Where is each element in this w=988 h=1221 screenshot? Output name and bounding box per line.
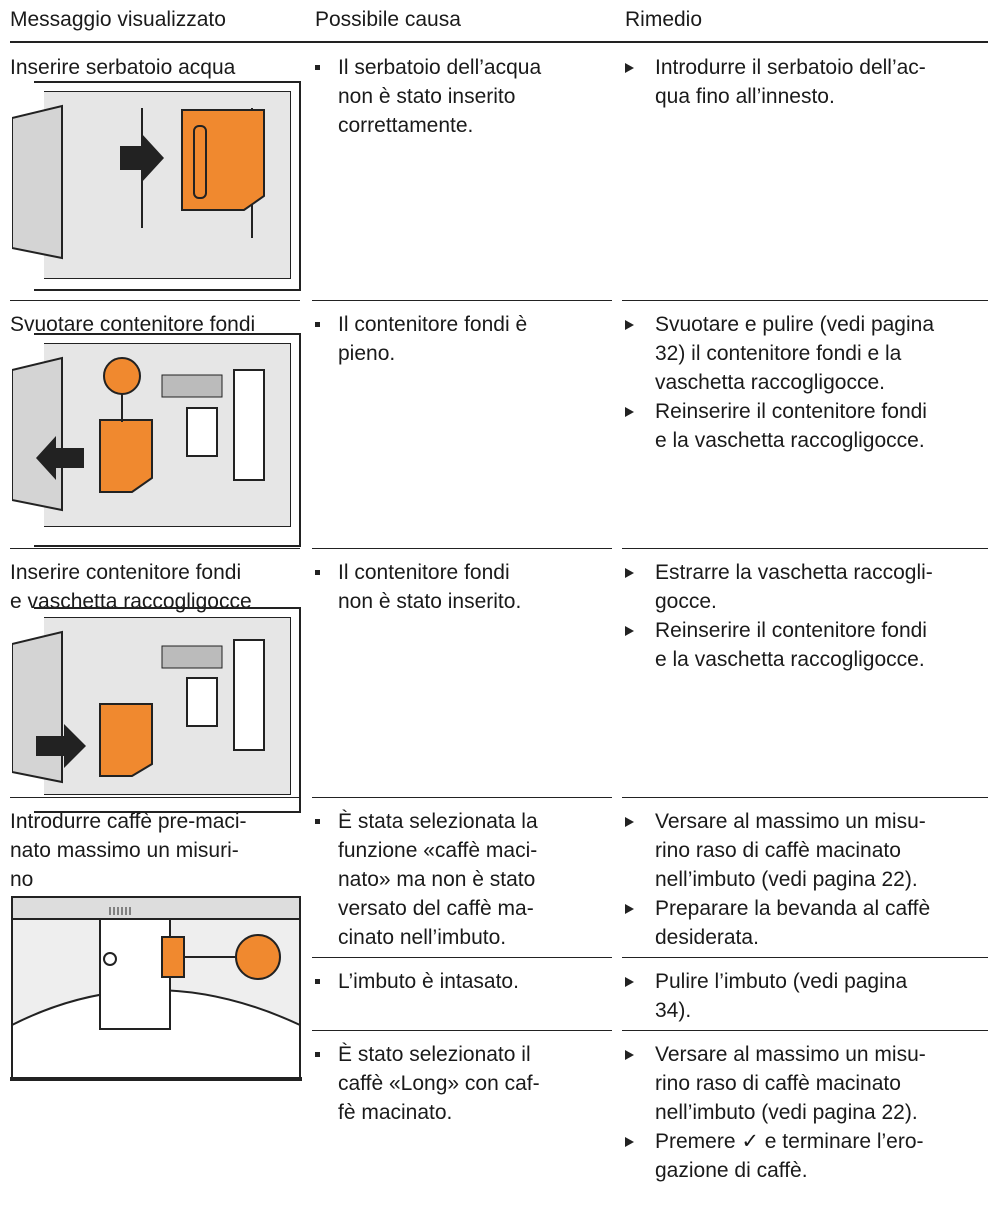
list-line: È stato selezionato il [338, 1043, 531, 1066]
list-line: Preparare la bevanda al caffè [655, 897, 931, 920]
list-line: Pulire l’imbuto (vedi pagina [655, 970, 908, 993]
arrow-bullet [625, 319, 634, 330]
arrow-bullet [625, 62, 634, 73]
illustration-grounds-container [12, 333, 301, 547]
list-line: non è stato inserito [338, 85, 516, 108]
list-line: cinato nell’imbuto. [338, 926, 507, 949]
arrow-bullet [625, 567, 634, 578]
list-line: caffè «Long» con caf- [338, 1072, 540, 1095]
message-line: Svuotare contenitore fondi [10, 313, 256, 336]
subrow-rule [312, 1030, 612, 1031]
list-line: L’imbuto è intasato. [338, 970, 519, 993]
list-line: nell’imbuto (vedi pagina 22). [655, 1101, 918, 1124]
list-line: 34). [655, 999, 692, 1022]
bullet [315, 322, 320, 327]
row-rule [10, 797, 300, 798]
bullet [315, 979, 320, 984]
row-rule [622, 300, 988, 301]
list-line: Estrarre la vaschetta raccogli- [655, 561, 933, 584]
list-line: Versare al massimo un misu- [655, 1043, 926, 1066]
row-rule [10, 300, 300, 301]
arrow-bullet [625, 1136, 634, 1147]
message-line: Inserire contenitore fondi [10, 561, 242, 584]
list-line: Il contenitore fondi [338, 561, 510, 584]
list-line: e la vaschetta raccogligocce. [655, 429, 925, 452]
list-line: non è stato inserito. [338, 590, 522, 613]
row-rule [10, 548, 300, 549]
bullet [315, 570, 320, 575]
list-line: Il serbatoio dell’acqua [338, 56, 542, 79]
row-rule [622, 548, 988, 549]
list-line: nell’imbuto (vedi pagina 22). [655, 868, 918, 891]
list-line: Il contenitore fondi è [338, 313, 528, 336]
list-line: e la vaschetta raccogligocce. [655, 648, 925, 671]
column-header: Possibile causa [315, 8, 461, 31]
list-line: Versare al massimo un misu- [655, 810, 926, 833]
list-line: rino raso di caffè macinato [655, 1072, 901, 1095]
subrow-rule [312, 957, 612, 958]
message-line: Inserire serbatoio acqua [10, 56, 236, 79]
message-line: Introdurre caffè pre-maci- [10, 810, 247, 833]
list-line: Reinserire il contenitore fondi [655, 619, 927, 642]
list-line: Svuotare e pulire (vedi pagina [655, 313, 935, 336]
row-rule [312, 797, 612, 798]
row-rule [622, 797, 988, 798]
message-line: nato massimo un misuri- [10, 839, 239, 862]
illustration-insert-container [12, 607, 301, 813]
subrow-rule [622, 1030, 988, 1031]
illustration-funnel [10, 896, 302, 1081]
subrow-rule [622, 957, 988, 958]
bullet [315, 819, 320, 824]
list-line: È stata selezionata la [338, 810, 538, 833]
list-line: gocce. [655, 590, 717, 613]
row-rule [312, 300, 612, 301]
header-rule [10, 41, 988, 43]
arrow-bullet [625, 903, 634, 914]
arrow-bullet [625, 625, 634, 636]
list-line: desiderata. [655, 926, 759, 949]
list-line: funzione «caffè maci- [338, 839, 538, 862]
list-line: versato del caffè ma- [338, 897, 534, 920]
list-line: Introdurre il serbatoio dell’ac- [655, 56, 926, 79]
arrow-bullet [625, 406, 634, 417]
list-line: gazione di caffè. [655, 1159, 808, 1182]
arrow-bullet [625, 1049, 634, 1060]
list-line: rino raso di caffè macinato [655, 839, 901, 862]
bullet [315, 1052, 320, 1057]
arrow-bullet [625, 816, 634, 827]
list-line: nato» ma non è stato [338, 868, 536, 891]
bullet [315, 65, 320, 70]
row-rule [312, 548, 612, 549]
list-line: qua fino all’innesto. [655, 85, 835, 108]
arrow-bullet [625, 976, 634, 987]
message-line: no [10, 868, 34, 891]
column-header: Messaggio visualizzato [10, 8, 226, 31]
column-header: Rimedio [625, 8, 703, 31]
list-line: fè macinato. [338, 1101, 453, 1124]
list-line: correttamente. [338, 114, 474, 137]
list-line: 32) il contenitore fondi e la [655, 342, 902, 365]
illustration-water-tank [12, 81, 301, 291]
list-line: Reinserire il contenitore fondi [655, 400, 927, 423]
list-line: vaschetta raccogligocce. [655, 371, 885, 394]
list-line: Premere ✓ e terminare l’ero- [655, 1130, 924, 1153]
list-line: pieno. [338, 342, 396, 365]
